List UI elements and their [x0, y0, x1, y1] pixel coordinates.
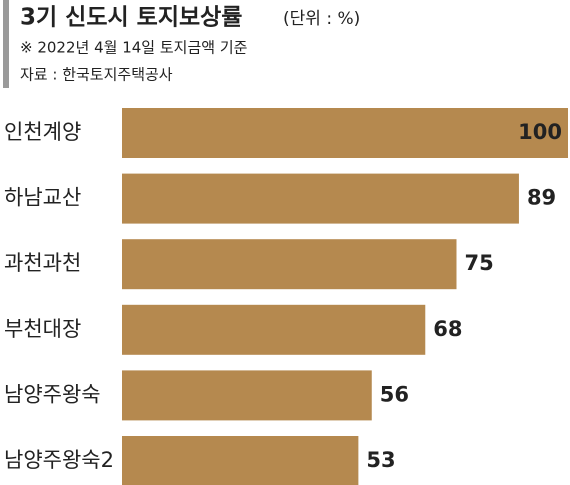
subtitle: ※ 2022년 4월 14일 토지금액 기준 [20, 39, 248, 57]
value-label: 100 [518, 120, 562, 144]
category-label: 인천계양 [4, 120, 81, 144]
unit-label: (단위 : %) [283, 9, 360, 29]
bar [122, 436, 359, 485]
category-label: 부천대장 [4, 317, 81, 341]
chart-title: 3기 신도시 토지보상률 [20, 5, 242, 31]
bar [122, 304, 426, 355]
value-label: 53 [366, 448, 395, 472]
category-label: 하남교산 [4, 186, 81, 210]
category-label: 남양주왕숙 [4, 382, 101, 406]
value-label: 68 [433, 317, 462, 341]
accent-bar [3, 0, 9, 88]
category-label: 남양주왕숙2 [4, 448, 114, 472]
bar [122, 239, 457, 290]
bar [122, 370, 372, 421]
bar [122, 173, 519, 224]
category-label: 과천과천 [4, 251, 81, 275]
bar [122, 108, 568, 158]
source: 자료 : 한국토지주택공사 [20, 66, 173, 84]
value-label: 56 [380, 382, 409, 406]
value-label: 89 [527, 186, 556, 210]
value-label: 75 [465, 251, 494, 275]
